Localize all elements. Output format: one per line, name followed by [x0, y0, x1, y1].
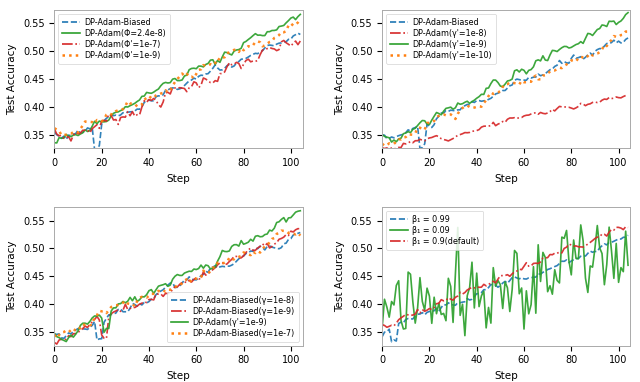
X-axis label: Step: Step: [494, 371, 518, 381]
X-axis label: Step: Step: [494, 174, 518, 184]
Y-axis label: Test Accuracy: Test Accuracy: [8, 241, 17, 312]
Legend: DP-Adam-Biased(γ=1e-8), DP-Adam-Biased(γ=1e-9), DP-Adam(γ'=1e-9), DP-Adam-Biased: DP-Adam-Biased(γ=1e-8), DP-Adam-Biased(γ…: [166, 291, 299, 342]
X-axis label: Step: Step: [166, 371, 191, 381]
Y-axis label: Test Accuracy: Test Accuracy: [335, 43, 345, 115]
Y-axis label: Test Accuracy: Test Accuracy: [335, 241, 345, 312]
Y-axis label: Test Accuracy: Test Accuracy: [8, 43, 17, 115]
Legend: DP-Adam-Biased, DP-Adam(γ'=1e-8), DP-Adam(γ'=1e-9), DP-Adam(γ'=1e-10): DP-Adam-Biased, DP-Adam(γ'=1e-8), DP-Ada…: [386, 14, 495, 64]
Legend: DP-Adam-Biased, DP-Adam(Φ=2.4e-8), DP-Adam(Φ'=1e-7), DP-Adam(Φ'=1e-9): DP-Adam-Biased, DP-Adam(Φ=2.4e-8), DP-Ad…: [58, 14, 170, 64]
X-axis label: Step: Step: [166, 174, 191, 184]
Legend: β₁ = 0.99, β₁ = 0.09, β₁ = 0.9(default): β₁ = 0.99, β₁ = 0.09, β₁ = 0.9(default): [386, 211, 483, 250]
